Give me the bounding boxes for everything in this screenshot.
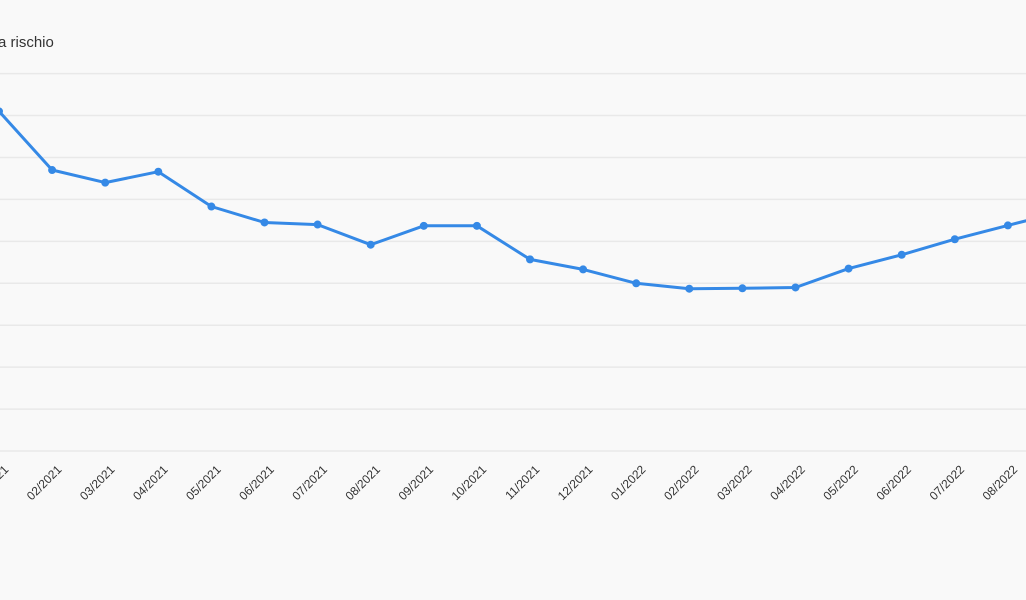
data-point: [632, 279, 641, 288]
series-label: a rischio: [0, 34, 54, 51]
x-tick-label: 04/2022: [767, 462, 808, 503]
data-point: [207, 202, 216, 211]
data-point: [260, 218, 269, 227]
data-point: [0, 107, 3, 116]
x-tick-label: 12/2021: [555, 462, 596, 503]
x-tick-label: 06/2022: [873, 462, 914, 503]
x-tick-label: 11/2021: [502, 462, 542, 502]
data-point: [366, 240, 375, 249]
x-tick-label: 08/2022: [980, 462, 1021, 503]
x-axis-ticks: 01/2021 02/2021 03/2021 04/2021 05/2021 06/20…: [0, 462, 1021, 503]
x-tick-label: 03/2021: [77, 462, 118, 503]
data-point: [419, 221, 428, 230]
x-tick-label: 02/2021: [24, 462, 65, 503]
x-tick-label: 10/2021: [449, 462, 490, 503]
data-point: [526, 255, 534, 264]
data-point: [950, 235, 959, 244]
data-point: [313, 220, 322, 229]
x-tick-label: 05/2021: [183, 462, 224, 503]
x-tick-label: 01/2022: [608, 462, 649, 503]
x-tick-label: 08/2021: [342, 462, 383, 503]
data-point: [738, 284, 747, 293]
data-point: [154, 167, 163, 176]
x-tick-label: 07/2021: [289, 462, 330, 503]
x-tick-label: 06/2021: [236, 462, 277, 503]
data-point: [472, 221, 481, 230]
data-point: [1003, 221, 1012, 230]
data-point: [791, 283, 800, 292]
x-tick-label: 05/2022: [820, 462, 861, 503]
data-point: [685, 284, 694, 293]
data-point: [844, 264, 853, 273]
x-tick-label: 04/2021: [130, 462, 171, 503]
x-tick-label: 07/2022: [927, 462, 968, 503]
data-point: [579, 265, 588, 274]
data-point: [101, 178, 110, 187]
x-tick-label: 02/2022: [661, 462, 702, 503]
x-tick-label: 03/2022: [714, 462, 755, 503]
x-tick-label: 01/2021: [0, 462, 12, 503]
data-point: [897, 250, 906, 259]
data-point: [48, 166, 57, 175]
data-points: [0, 107, 1012, 293]
x-tick-label: 09/2021: [396, 462, 437, 503]
grid-lines: [0, 72, 1026, 452]
